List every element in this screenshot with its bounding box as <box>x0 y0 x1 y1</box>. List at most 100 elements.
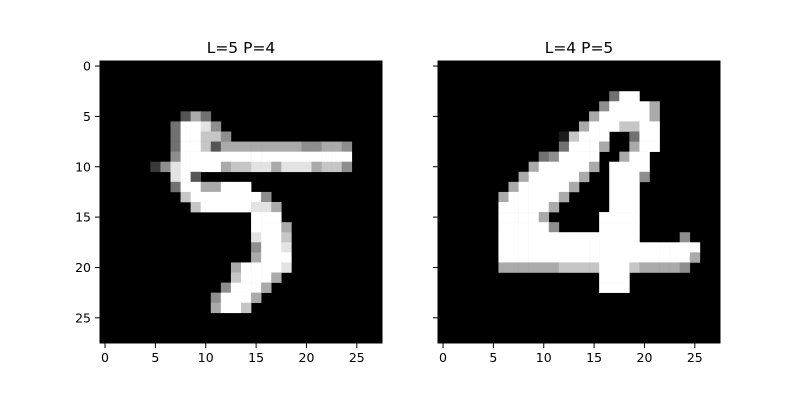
heatmap-cell <box>271 141 282 152</box>
heatmap-cell <box>180 111 191 122</box>
heatmap-cell <box>261 141 272 152</box>
heatmap-cell <box>589 111 600 122</box>
heatmap-cell <box>548 202 560 213</box>
heatmap-cell <box>150 161 161 173</box>
heatmap-cell <box>589 141 600 152</box>
heatmap-cell <box>599 111 610 122</box>
heatmap-cell <box>518 171 529 183</box>
x-tick-label: 5 <box>489 350 497 365</box>
heatmap-cell <box>518 191 529 203</box>
heatmap-cell <box>311 141 322 152</box>
heatmap-cell <box>301 161 312 173</box>
x-tick-label: 5 <box>151 350 159 365</box>
heatmap-cell <box>271 232 282 243</box>
heatmap-cell <box>498 191 509 203</box>
heatmap-cell <box>170 161 181 173</box>
heatmap-cell <box>609 101 620 112</box>
heatmap-cell <box>619 171 630 183</box>
heatmap-cell <box>629 202 640 213</box>
heatmap-cell <box>558 262 570 273</box>
heatmap-cell <box>210 202 222 213</box>
heatmap-cell <box>220 131 232 142</box>
heatmap-cell <box>230 191 242 203</box>
right-panel: L=4 P=5 0 5 10 15 20 25 <box>433 39 721 365</box>
heatmap-cell <box>639 262 650 273</box>
heatmap-cell <box>589 242 600 253</box>
heatmap-cell <box>558 171 570 183</box>
heatmap-cell <box>599 222 610 233</box>
heatmap-cell <box>619 181 630 193</box>
heatmap-cell <box>558 232 570 243</box>
heatmap-cell <box>210 302 222 314</box>
heatmap-cell <box>241 161 252 173</box>
x-tick-label: 20 <box>637 350 653 365</box>
heatmap-cell <box>629 262 640 273</box>
heatmap-cell <box>528 181 540 193</box>
heatmap-cell <box>599 252 610 263</box>
heatmap-cell <box>548 262 560 273</box>
heatmap-cell <box>579 171 590 183</box>
heatmap-cell <box>538 222 550 233</box>
heatmap-cell <box>180 181 191 193</box>
heatmap-cell <box>220 161 232 173</box>
heatmap-cell <box>271 252 282 263</box>
y-tick-label: 10 <box>75 159 91 174</box>
heatmap-cell <box>599 131 610 142</box>
heatmap-cell <box>518 222 529 233</box>
right-panel-pixels <box>438 61 720 343</box>
heatmap-cell <box>599 121 610 132</box>
heatmap-cell <box>548 181 560 193</box>
heatmap-cell <box>579 121 590 132</box>
heatmap-cell <box>210 181 222 193</box>
x-tick-label: 20 <box>299 350 315 365</box>
heatmap-cell <box>261 151 272 163</box>
heatmap-cell <box>200 191 212 203</box>
left-panel-frame <box>99 60 383 344</box>
x-tick-label: 0 <box>101 350 109 365</box>
heatmap-cell <box>558 181 570 193</box>
heatmap-cell <box>331 161 343 173</box>
heatmap-cell <box>508 202 519 213</box>
heatmap-cell <box>609 262 620 273</box>
heatmap-cell <box>281 161 292 173</box>
heatmap-cell <box>498 222 509 233</box>
heatmap-cell <box>629 191 640 203</box>
heatmap-cell <box>609 232 620 243</box>
heatmap-cell <box>659 262 670 273</box>
y-tick-label: 25 <box>75 310 91 325</box>
heatmap-cell <box>261 252 272 263</box>
heatmap-cell <box>341 161 353 173</box>
heatmap-cell <box>230 181 242 193</box>
heatmap-cell <box>498 242 509 253</box>
heatmap-cell <box>281 141 292 152</box>
heatmap-cell <box>538 202 550 213</box>
heatmap-cell <box>251 242 262 253</box>
heatmap-cell <box>271 222 282 233</box>
heatmap-cell <box>629 151 640 163</box>
heatmap-cell <box>619 161 630 173</box>
heatmap-cell <box>538 191 550 203</box>
heatmap-cell <box>281 262 292 273</box>
heatmap-cell <box>311 151 322 163</box>
heatmap-cell <box>528 191 540 203</box>
heatmap-cell <box>190 202 202 213</box>
heatmap-cell <box>190 131 202 142</box>
heatmap-cell <box>609 272 620 283</box>
heatmap-cell <box>619 101 630 112</box>
heatmap-cell <box>629 252 640 263</box>
heatmap-cell <box>689 252 701 263</box>
heatmap-cell <box>599 282 610 293</box>
heatmap-cell <box>241 141 252 152</box>
heatmap-cell <box>568 131 580 142</box>
heatmap-cell <box>568 232 580 243</box>
heatmap-cell <box>341 141 353 152</box>
heatmap-cell <box>629 111 640 122</box>
heatmap-cell <box>261 282 272 293</box>
heatmap-cell <box>200 121 212 132</box>
heatmap-cell <box>251 161 262 173</box>
heatmap-cell <box>639 171 650 183</box>
heatmap-cell <box>558 242 570 253</box>
heatmap-cell <box>548 161 560 173</box>
heatmap-cell <box>241 272 252 283</box>
heatmap-cell <box>528 222 540 233</box>
